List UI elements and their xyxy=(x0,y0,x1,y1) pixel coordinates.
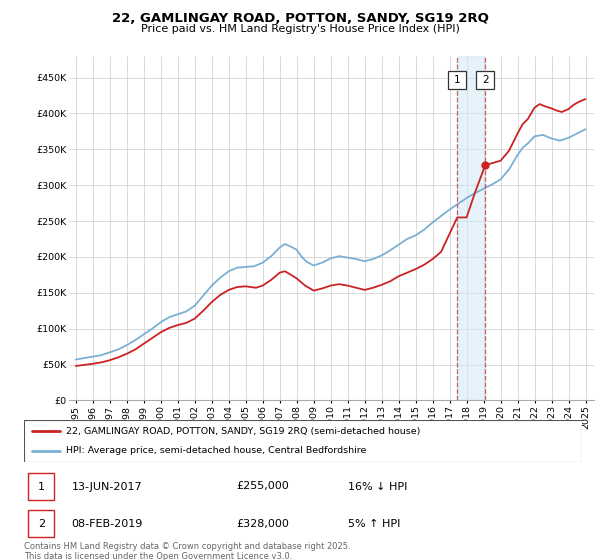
Text: Contains HM Land Registry data © Crown copyright and database right 2025.
This d: Contains HM Land Registry data © Crown c… xyxy=(24,542,350,560)
Text: £255,000: £255,000 xyxy=(236,482,289,492)
Text: Price paid vs. HM Land Registry's House Price Index (HPI): Price paid vs. HM Land Registry's House … xyxy=(140,24,460,34)
Text: 22, GAMLINGAY ROAD, POTTON, SANDY, SG19 2RQ (semi-detached house): 22, GAMLINGAY ROAD, POTTON, SANDY, SG19 … xyxy=(66,427,420,436)
Text: £328,000: £328,000 xyxy=(236,519,289,529)
Text: HPI: Average price, semi-detached house, Central Bedfordshire: HPI: Average price, semi-detached house,… xyxy=(66,446,366,455)
Text: 2: 2 xyxy=(38,519,45,529)
Bar xyxy=(28,510,54,537)
Text: 16% ↓ HPI: 16% ↓ HPI xyxy=(347,482,407,492)
Text: 22, GAMLINGAY ROAD, POTTON, SANDY, SG19 2RQ: 22, GAMLINGAY ROAD, POTTON, SANDY, SG19 … xyxy=(112,12,488,25)
Bar xyxy=(28,473,54,500)
Text: 13-JUN-2017: 13-JUN-2017 xyxy=(71,482,142,492)
Text: 1: 1 xyxy=(38,482,45,492)
Text: 08-FEB-2019: 08-FEB-2019 xyxy=(71,519,143,529)
Text: 5% ↑ HPI: 5% ↑ HPI xyxy=(347,519,400,529)
Bar xyxy=(457,56,485,400)
Text: 2: 2 xyxy=(482,75,488,85)
Text: 1: 1 xyxy=(454,75,461,85)
